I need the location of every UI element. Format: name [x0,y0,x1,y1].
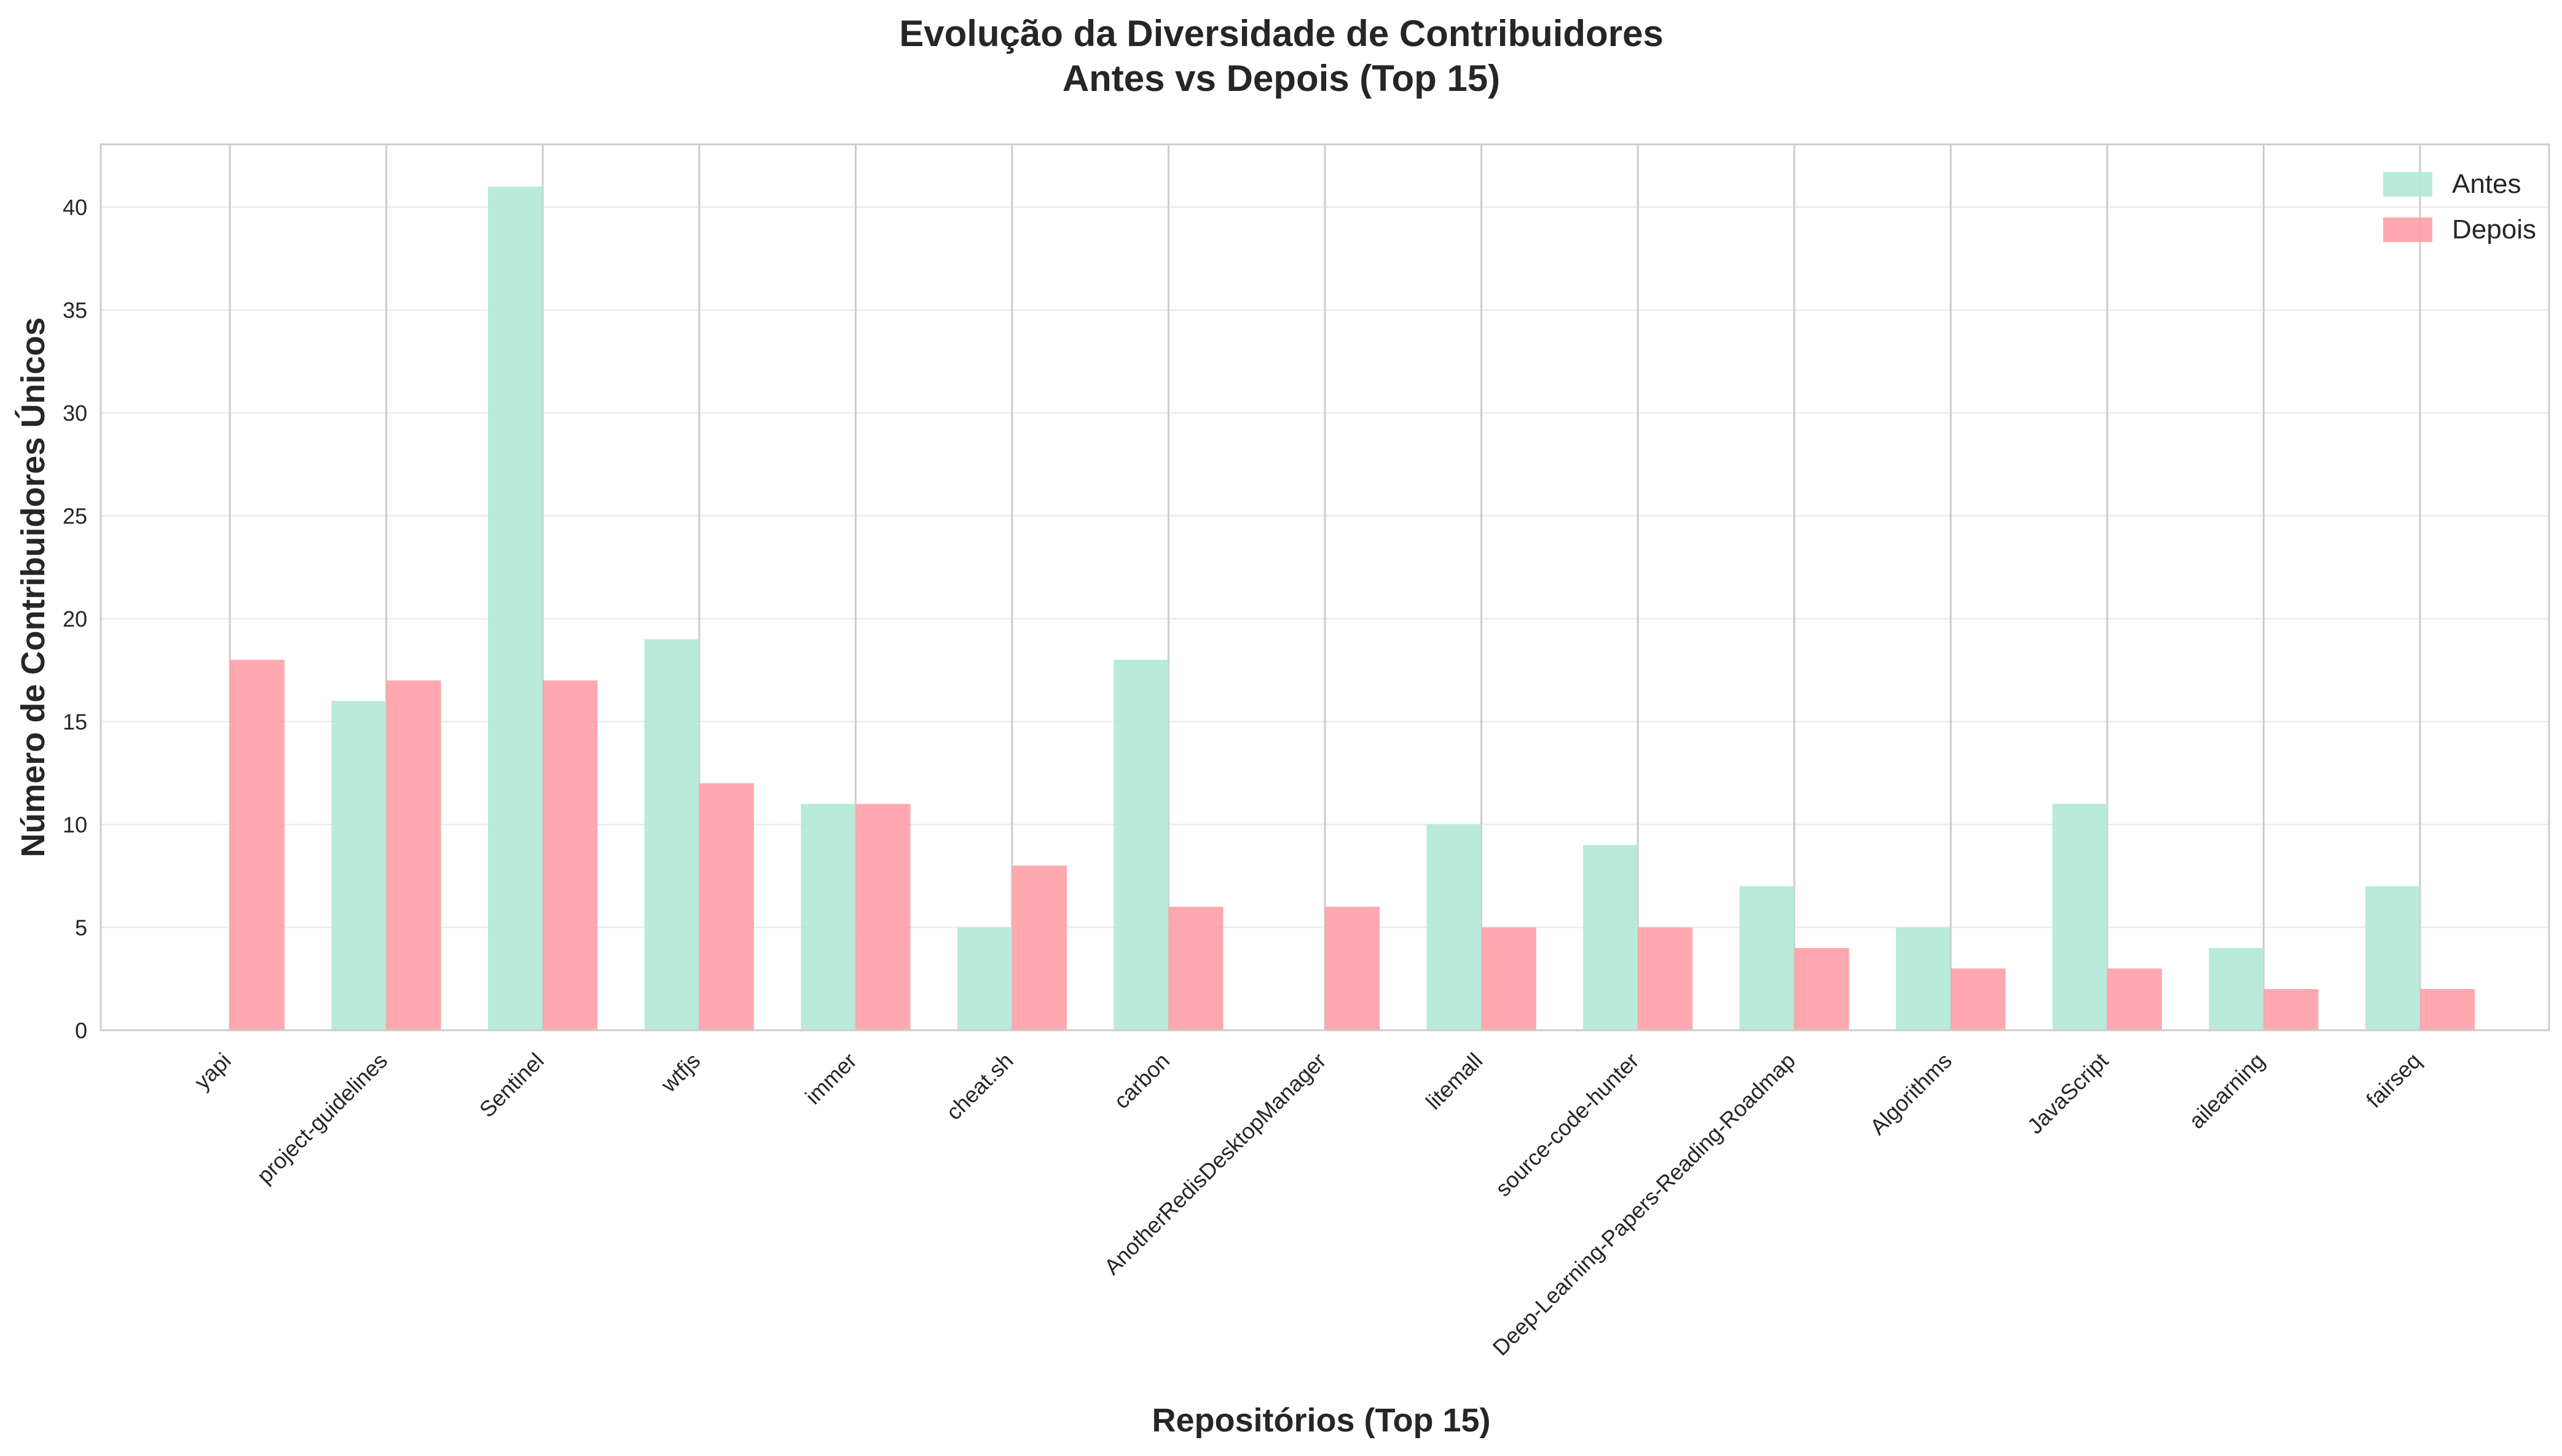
bar-antes-sentinel [488,186,543,1031]
y-tick-label: 30 [63,401,87,426]
bar-antes-carbon [1114,660,1169,1030]
bar-depois-carbon [1168,907,1224,1030]
y-tick-label: 0 [75,1018,87,1043]
bar-antes-fairseq [2365,886,2420,1030]
legend: Antes Depois [2383,169,2536,245]
y-tick-label: 20 [63,606,87,632]
bar-antes-project-guidelines [331,701,387,1030]
chart-title: Evolução da Diversidade de Contribuidore… [899,13,1664,54]
y-tick-label: 35 [63,298,87,323]
bar-depois-project-guidelines [386,680,441,1030]
bar-depois-sentinel [543,680,598,1030]
bar-antes-cheat.sh [957,927,1012,1030]
bar-antes-source-code-hunter [1583,845,1638,1030]
bar-antes-immer [801,804,856,1030]
bar-depois-algorithms [1951,968,2006,1030]
legend-label-depois: Depois [2452,214,2536,245]
bar-depois-fairseq [2419,989,2475,1030]
y-tick-label: 10 [63,812,87,837]
bar-depois-anotherredisdesktopmanager [1325,907,1380,1030]
chart-subtitle: Antes vs Depois (Top 15) [1063,58,1500,99]
bar-antes-deep-learning-papers-reading-roadmap [1739,886,1794,1030]
y-tick-label: 15 [63,710,87,735]
bar-depois-immer [855,804,911,1030]
bar-depois-ailearning [2263,989,2319,1030]
bar-depois-litemall [1481,927,1536,1030]
legend-swatch-depois [2383,217,2432,242]
plot-frame [100,143,2550,1031]
legend-label-antes: Antes [2452,169,2521,199]
y-tick-label: 5 [75,915,87,941]
y-axis-label: Número de Contribuidores Únicos [15,317,52,857]
bars [230,186,2475,1031]
bar-antes-algorithms [1896,927,1951,1030]
bar-depois-yapi [230,660,285,1030]
bar-antes-litemall [1426,824,1482,1030]
bar-depois-source-code-hunter [1638,927,1693,1030]
legend-swatch-antes [2383,172,2432,197]
bar-depois-deep-learning-papers-reading-roadmap [1794,948,1849,1030]
bar-antes-javascript [2052,804,2107,1030]
bar-depois-cheat.sh [1012,866,1067,1030]
bar-antes-ailearning [2209,948,2264,1030]
y-axis-ticks: 0 5 10 15 20 25 30 35 40 [63,195,87,1043]
x-axis-label: Repositórios (Top 15) [1152,1402,1490,1439]
y-tick-label: 25 [63,504,87,529]
y-tick-label: 40 [63,195,87,220]
bar-depois-wtfjs [699,783,754,1030]
bar-antes-wtfjs [644,639,699,1030]
bar-depois-javascript [2107,968,2162,1030]
